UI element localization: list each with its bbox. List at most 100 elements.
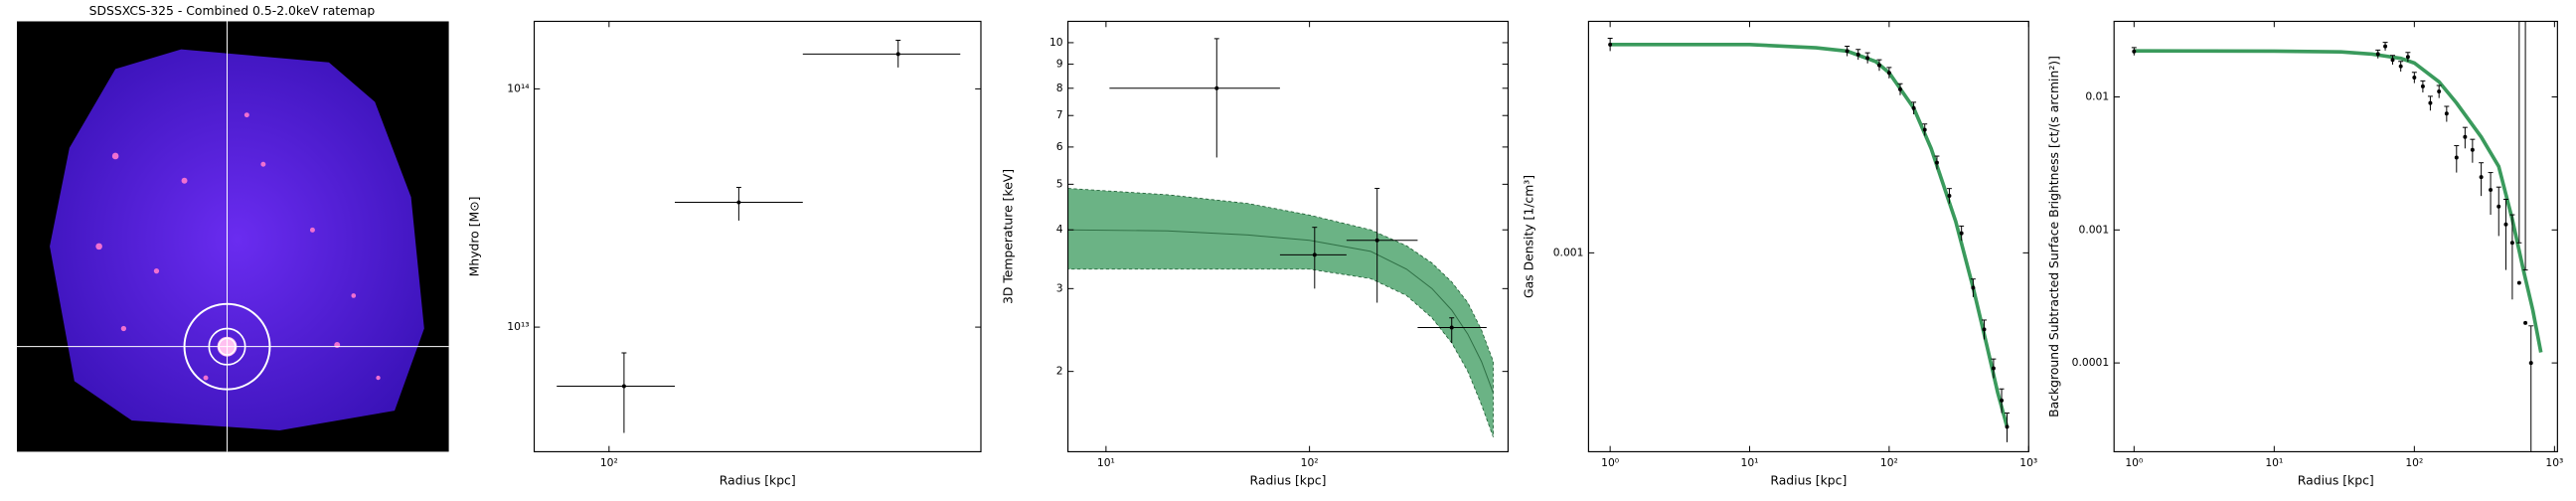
data-point <box>2444 111 2449 116</box>
model-line <box>2134 49 2543 353</box>
data-point <box>2516 280 2521 285</box>
axes-panel: 10⁰ 10¹ 10² 10³ 0.001 Radius [kpc] Gas Density… <box>1521 20 2037 488</box>
axes-frame <box>1587 20 2029 453</box>
axes-panel: 10⁰ 10¹ 10² 10³ 0.0001 0.001 0.01 Radius [kpc] B… <box>2046 20 2563 488</box>
data-point <box>1947 194 1952 199</box>
y-tick-label: 6 <box>1056 140 1063 153</box>
y-axis-label: Mhydro [M⊙] <box>467 197 482 277</box>
data-point <box>2503 222 2508 227</box>
data-point <box>621 384 626 389</box>
y-tick-label: 0.0001 <box>2072 356 2110 369</box>
image-title: SDSSXCS-325 - Combined 0.5-2.0keV ratema… <box>89 3 376 18</box>
data-point <box>2489 188 2494 193</box>
data-point <box>1886 71 1891 76</box>
data-point <box>1971 285 1976 290</box>
data-point <box>2000 398 2005 403</box>
x-tick-label: 10⁰ <box>2125 456 2143 469</box>
ratemap-panel: SDSSXCS-325 - Combined 0.5-2.0keV ratema… <box>16 3 449 452</box>
y-tick-label: 10¹⁴ <box>507 82 529 94</box>
data-point <box>1898 86 1902 91</box>
data-point <box>1845 49 1850 54</box>
y-tick-label: 5 <box>1056 177 1063 190</box>
y-tick-label: 0.001 <box>2078 223 2109 236</box>
data-point <box>2428 100 2433 105</box>
data-point <box>2132 49 2137 54</box>
x-tick-label: 10² <box>2405 456 2423 469</box>
axes-frame <box>533 20 982 453</box>
data-point <box>1934 160 1939 165</box>
plot-area <box>557 39 961 433</box>
data-point <box>2509 241 2514 246</box>
data-point <box>1911 105 1916 110</box>
data-point <box>2398 64 2403 69</box>
data-point <box>2375 52 2380 57</box>
y-axis-label: 3D Temperature [keV] <box>1001 169 1016 304</box>
data-point <box>2420 84 2425 88</box>
data-point <box>2496 204 2501 209</box>
y-tick-label: 0.001 <box>1553 246 1584 258</box>
data-point <box>1876 63 1881 68</box>
model-line <box>1610 43 2010 427</box>
x-axis-label: Radius [kpc] <box>1250 473 1327 488</box>
data-point <box>1959 231 1964 236</box>
data-point <box>2412 75 2417 80</box>
y-tick-label: 0.01 <box>2085 90 2109 103</box>
x-tick-label: 10¹ <box>1097 456 1115 469</box>
x-tick-label: 10² <box>1301 456 1319 469</box>
data-point <box>2405 55 2410 60</box>
y-axis-label: Gas Density [1/cm³] <box>1521 175 1535 298</box>
data-point <box>2005 424 2010 429</box>
axes-frame <box>1066 20 1510 453</box>
plot-area <box>1067 38 1494 437</box>
axes-panel: 10¹ 10² 2 3 4 5 6 7 8 9 10 Radius [kpc] 3D Temperatu… <box>1001 20 1510 488</box>
y-tick-label: 4 <box>1056 223 1063 236</box>
y-tick-label: 8 <box>1056 82 1063 94</box>
data-point <box>1608 42 1613 47</box>
x-tick-label: 10³ <box>2019 456 2037 469</box>
y-tick-label: 10¹³ <box>507 320 529 333</box>
plot-area <box>2131 21 2543 452</box>
data-point <box>1922 127 1927 132</box>
ratemap-exposure <box>50 49 424 430</box>
data-point <box>2383 44 2388 49</box>
x-tick-label: 10² <box>600 456 618 469</box>
data-point <box>895 52 900 57</box>
data-point <box>736 200 741 205</box>
x-tick-label: 10¹ <box>1741 456 1759 469</box>
x-axis-label: Radius [kpc] <box>720 473 796 488</box>
y-tick-label: 7 <box>1056 108 1063 121</box>
axes-frame <box>2113 20 2558 453</box>
model-band <box>1067 188 1494 437</box>
data-point <box>1991 366 1996 371</box>
data-point <box>1214 85 1219 90</box>
data-point <box>2479 175 2484 180</box>
x-tick-label: 10¹ <box>2265 456 2283 469</box>
x-tick-label: 10² <box>1880 456 1898 469</box>
plot-area <box>1607 38 2010 442</box>
data-point <box>2523 320 2528 325</box>
data-point <box>1865 56 1870 61</box>
data-point <box>2463 134 2468 139</box>
y-tick-label: 3 <box>1056 281 1063 294</box>
data-point <box>1449 325 1454 330</box>
x-axis-label: Radius [kpc] <box>2298 473 2374 488</box>
x-tick-label: 10⁰ <box>1601 456 1619 469</box>
x-axis-label: Radius [kpc] <box>1770 473 1847 488</box>
data-point <box>1855 52 1860 57</box>
y-axis-label: Background Subtracted Surface Brightness… <box>2046 56 2061 418</box>
data-point <box>2390 58 2395 63</box>
y-tick-label: 2 <box>1056 365 1063 378</box>
y-tick-label: 10 <box>1049 36 1063 49</box>
data-point <box>2470 147 2475 152</box>
data-point <box>1374 238 1379 243</box>
x-tick-label: 10³ <box>2545 456 2563 469</box>
data-point <box>1982 327 1987 332</box>
data-point <box>1312 252 1317 257</box>
axes-panel: 10² 10¹³ 10¹⁴ Radius [kpc] Mhydro [M⊙] <box>467 20 982 488</box>
model-line <box>1067 229 1494 394</box>
data-point <box>2528 361 2533 366</box>
data-point <box>2454 155 2459 160</box>
y-tick-label: 9 <box>1056 58 1063 71</box>
